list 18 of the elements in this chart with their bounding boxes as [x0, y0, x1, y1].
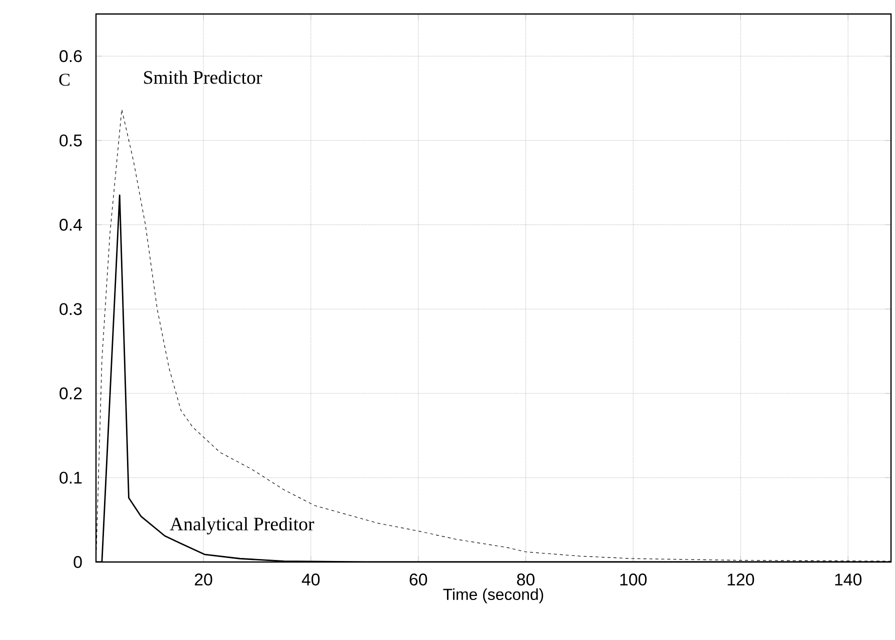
y-tick-label: 0.6: [60, 50, 82, 62]
x-tick-label: 40: [302, 574, 320, 586]
y-tick-label: 0.1: [60, 472, 82, 484]
y-axis-title: C: [59, 74, 70, 86]
y-tick-label: 0: [74, 556, 82, 568]
y-tick-label: 0.2: [60, 387, 82, 400]
x-tick-label: 80: [517, 574, 534, 586]
x-tick-label: 140: [835, 574, 862, 586]
series-label: Analytical Preditor: [170, 517, 314, 534]
series-label: Smith Predictor: [144, 70, 262, 84]
y-tick-label: 0.5: [60, 134, 82, 146]
x-tick-label: 120: [728, 574, 754, 586]
x-tick-label: 60: [410, 574, 428, 586]
y-tick-label: 0.4: [60, 218, 82, 231]
x-tick-label: 100: [620, 574, 647, 586]
x-axis-title: Time (second): [443, 588, 544, 604]
y-tick-label: 0.3: [60, 303, 82, 316]
x-tick-label: 20: [194, 574, 212, 586]
